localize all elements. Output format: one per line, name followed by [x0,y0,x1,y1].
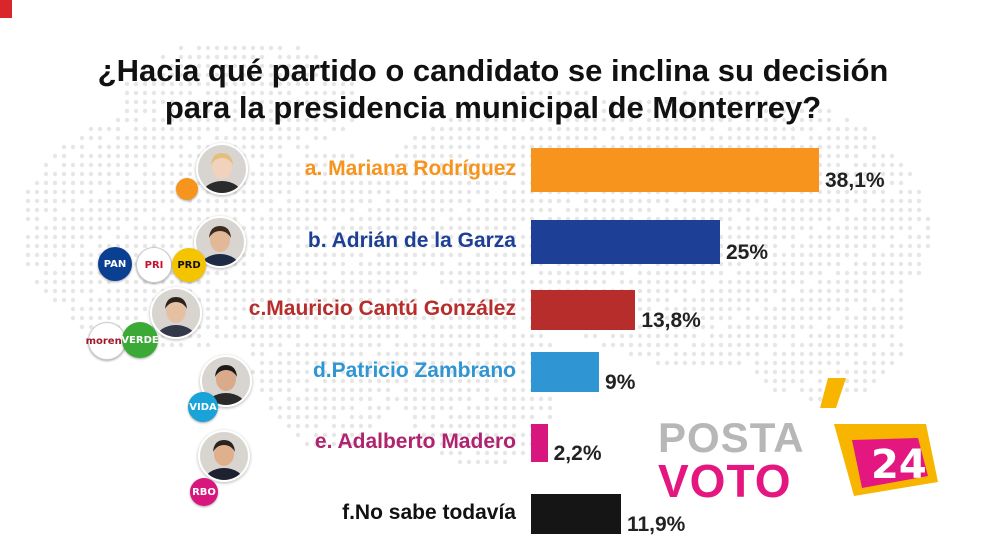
bar-row: d.Patricio Zambrano 9% [0,352,986,412]
bar [531,220,720,264]
category-label: f.No sabe todavía [342,501,516,524]
chart-title: ¿Hacia qué partido o candidato se inclin… [30,52,956,126]
title-line-1: ¿Hacia qué partido o candidato se inclin… [97,53,889,88]
bar [531,494,621,534]
party-logo-text: PAN [103,258,127,270]
bar-row: c.Mauricio Cantú González 13,8% [0,290,986,350]
verde-logo-icon: VERDE [121,322,159,358]
party-logo-text: morena [85,335,129,347]
value-label: 11,9% [626,513,686,536]
value-label: 38,1% [825,169,885,192]
morena-logo-icon: morena [85,322,129,360]
candidate-photo [198,430,250,482]
category-label: e. Adalberto Madero [314,430,516,453]
voto24-badge-icon: 24 [820,378,938,496]
bar-row: a. Mariana Rodríguez 38,1% [0,148,986,208]
vida-logo-icon: VIDA [188,392,218,422]
bar-row: e. Adalberto Madero 2,2% [0,424,986,484]
mc-logo-icon [176,178,198,200]
pan-logo-icon: PAN [98,247,132,281]
watermark-posta: POSTA [658,414,805,461]
value-label: 13,8% [641,309,701,332]
party-logo-text: PRD [177,259,201,271]
bar [531,148,819,192]
category-label: d.Patricio Zambrano [312,359,516,382]
watermark-voto: VOTO [658,455,792,507]
value-label: 25% [725,241,768,264]
candidate-photo [196,143,248,195]
category-label: c.Mauricio Cantú González [248,297,516,320]
pri-logo-icon: PRI [136,247,172,283]
corner-accent [0,0,12,18]
bar [531,290,636,330]
bar-row: b. Adrián de la Garza 25% [0,220,986,280]
rbo-logo-icon: RBO [190,478,218,506]
value-label: 2,2% [553,442,602,465]
prd-logo-icon: PRD [172,248,206,282]
category-label: a. Mariana Rodríguez [304,157,516,180]
bar-row: f.No sabe todavía 11,9% [0,494,986,554]
bar [531,352,600,392]
bar [531,424,548,462]
category-label: b. Adrián de la Garza [307,229,516,252]
watermark-badge: 24 [871,442,927,488]
posta-voto-watermark: 24 POSTA VOTO [656,378,956,508]
title-line-2: para la presidencia municipal de Monterr… [164,90,822,125]
party-logo-text: RBO [192,486,216,498]
party-logo-text: VERDE [121,334,159,346]
value-label: 9% [605,371,636,394]
candidate-photo [150,287,202,339]
party-logo-text: VIDA [189,401,217,413]
party-logo-text: PRI [144,259,164,271]
